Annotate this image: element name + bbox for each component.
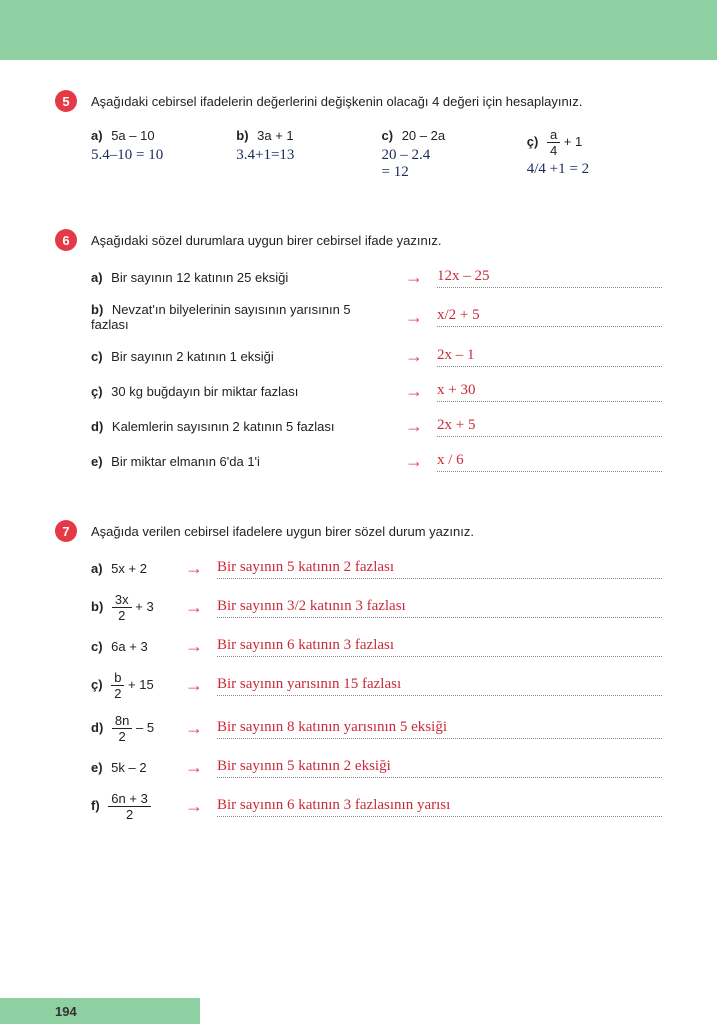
- q6-answer: 12x – 25: [437, 268, 662, 288]
- q7-answer: Bir sayının 3/2 katının 3 fazlası: [217, 598, 662, 618]
- question-prompt-5: Aşağıdaki cebirsel ifadelerin değerlerin…: [91, 90, 582, 111]
- q5-ç-work: 4/4 +1 = 2: [527, 161, 662, 178]
- question-prompt-6: Aşağıdaki sözel durumlara uygun birer ce…: [91, 229, 441, 250]
- question-6: 6 Aşağıdaki sözel durumlara uygun birer …: [55, 229, 662, 472]
- q5-ç: ç) a 4 + 1 4/4 +1 = 2: [527, 128, 662, 181]
- q6-item: ç) 30 kg buğdayın bir miktar fazlası → x +…: [91, 381, 662, 402]
- q6-item-text: e) Bir miktar elmanın 6'da 1'i: [91, 454, 391, 469]
- question-5: 5 Aşağıdaki cebirsel ifadelerin değerler…: [55, 90, 662, 181]
- arrow-icon: →: [405, 381, 423, 402]
- q5-b-work: 3.4+1=13: [236, 147, 371, 164]
- q5-a-work: 5.4–10 = 10: [91, 147, 226, 164]
- q5-c-work: 20 – 2.4 = 12: [382, 147, 517, 181]
- q6-item-text: a) Bir sayının 12 katının 25 eksiği: [91, 270, 391, 285]
- q5-options: a) 5a – 10 5.4–10 = 10 b) 3a + 1 3.4+1=1…: [91, 128, 662, 181]
- arrow-icon: →: [185, 636, 203, 657]
- q7-item: ç) b2 + 15 → Bir sayının yarısının 15 fazl…: [91, 671, 662, 700]
- arrow-icon: →: [185, 718, 203, 739]
- arrow-icon: →: [405, 267, 423, 288]
- q6-answer: x/2 + 5: [437, 307, 662, 327]
- q7-answer: Bir sayının 6 katının 3 fazlasının yarıs…: [217, 797, 662, 817]
- q5-ç-label: ç): [527, 134, 539, 149]
- q5-c: c) 20 – 2a 20 – 2.4 = 12: [382, 128, 517, 181]
- q5-c-expr: 20 – 2a: [402, 128, 445, 143]
- q5-ç-num: a: [547, 128, 560, 143]
- q6-item: b) Nevzat'ın bilyelerinin sayısının yarı…: [91, 302, 662, 332]
- q7-item: c) 6a + 3 → Bir sayının 6 katının 3 fazlas…: [91, 636, 662, 657]
- question-badge-6: 6: [55, 229, 77, 251]
- arrow-icon: →: [185, 558, 203, 579]
- q5-b-expr: 3a + 1: [257, 128, 294, 143]
- arrow-icon: →: [405, 307, 423, 328]
- q6-item: d) Kalemlerin sayısının 2 katının 5 fazl…: [91, 416, 662, 437]
- q7-item-expr: f) 6n + 32: [91, 792, 171, 821]
- q6-item-text: d) Kalemlerin sayısının 2 katının 5 fazl…: [91, 419, 391, 434]
- header-band: [0, 0, 717, 60]
- q5-b-label: b): [236, 128, 248, 143]
- q6-item: c) Bir sayının 2 katının 1 eksiği → 2x – 1: [91, 346, 662, 367]
- q7-item: b) 3x2 + 3 → Bir sayının 3/2 katının 3 faz…: [91, 593, 662, 622]
- arrow-icon: →: [185, 796, 203, 817]
- arrow-icon: →: [185, 675, 203, 696]
- q7-item: a) 5x + 2 → Bir sayının 5 katının 2 fazlas…: [91, 558, 662, 579]
- arrow-icon: →: [405, 346, 423, 367]
- q7-item: e) 5k – 2 → Bir sayının 5 katının 2 eksiği: [91, 757, 662, 778]
- q5-a-expr: 5a – 10: [111, 128, 154, 143]
- q7-item-expr: e) 5k – 2: [91, 760, 171, 775]
- arrow-icon: →: [405, 416, 423, 437]
- q7-answer: Bir sayının 6 katının 3 fazlası: [217, 637, 662, 657]
- q5-ç-post: + 1: [564, 134, 582, 149]
- q7-item: d) 8n2 – 5 → Bir sayının 8 katının yarısın…: [91, 714, 662, 743]
- question-prompt-7: Aşağıda verilen cebirsel ifadelere uygun…: [91, 520, 474, 541]
- question-7: 7 Aşağıda verilen cebirsel ifadelere uyg…: [55, 520, 662, 821]
- arrow-icon: →: [185, 597, 203, 618]
- q6-item-text: c) Bir sayının 2 katının 1 eksiği: [91, 349, 391, 364]
- q6-answer: x + 30: [437, 382, 662, 402]
- q5-b: b) 3a + 1 3.4+1=13: [236, 128, 371, 181]
- q7-answer: Bir sayının yarısının 15 fazlası: [217, 676, 662, 696]
- q7-item-expr: ç) b2 + 15: [91, 671, 171, 700]
- page-number: 194: [0, 998, 200, 1024]
- arrow-icon: →: [185, 757, 203, 778]
- q6-answer: 2x – 1: [437, 347, 662, 367]
- q6-item: a) Bir sayının 12 katının 25 eksiği → 12x …: [91, 267, 662, 288]
- q7-item-expr: c) 6a + 3: [91, 639, 171, 654]
- q5-ç-den: 4: [547, 143, 560, 157]
- q7-item-expr: a) 5x + 2: [91, 561, 171, 576]
- page-content: 5 Aşağıdaki cebirsel ifadelerin değerler…: [0, 60, 717, 821]
- question-badge-5: 5: [55, 90, 77, 112]
- q5-ç-frac: a 4: [547, 128, 560, 157]
- q7-item: f) 6n + 32 → Bir sayının 6 katının 3 fazla…: [91, 792, 662, 821]
- q7-item-expr: d) 8n2 – 5: [91, 714, 171, 743]
- q5-a-label: a): [91, 128, 103, 143]
- q7-item-expr: b) 3x2 + 3: [91, 593, 171, 622]
- arrow-icon: →: [405, 451, 423, 472]
- q7-answer: Bir sayının 8 katının yarısının 5 eksiği: [217, 719, 662, 739]
- q5-a: a) 5a – 10 5.4–10 = 10: [91, 128, 226, 181]
- q7-answer: Bir sayının 5 katının 2 fazlası: [217, 559, 662, 579]
- q5-c-label: c): [382, 128, 394, 143]
- q7-answer: Bir sayının 5 katının 2 eksiği: [217, 758, 662, 778]
- q6-answer: x / 6: [437, 452, 662, 472]
- q6-item: e) Bir miktar elmanın 6'da 1'i → x / 6: [91, 451, 662, 472]
- question-badge-7: 7: [55, 520, 77, 542]
- q6-item-text: b) Nevzat'ın bilyelerinin sayısının yarı…: [91, 302, 391, 332]
- q6-answer: 2x + 5: [437, 417, 662, 437]
- q6-item-text: ç) 30 kg buğdayın bir miktar fazlası: [91, 384, 391, 399]
